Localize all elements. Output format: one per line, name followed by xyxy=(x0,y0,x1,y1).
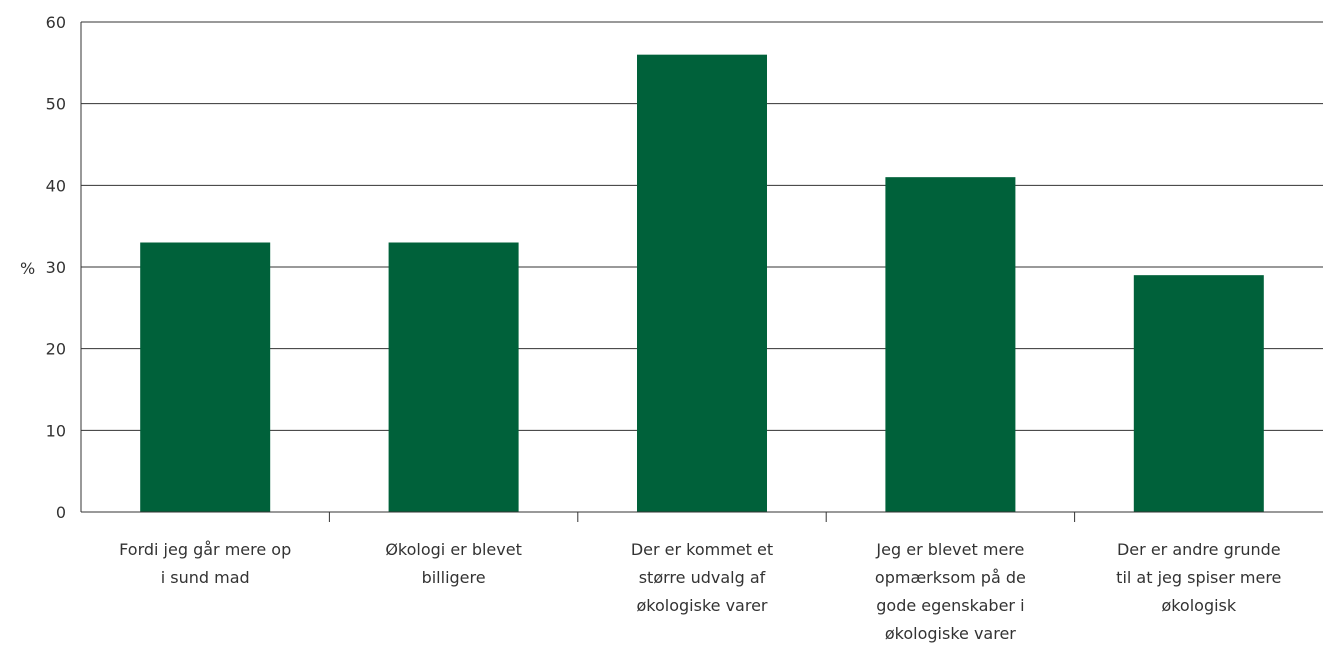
category-label: Der er andre grunde til at jeg spiser me… xyxy=(1116,540,1282,615)
y-tick-label: 40 xyxy=(46,176,66,195)
y-tick-label: 10 xyxy=(46,421,66,440)
y-tick-label: 0 xyxy=(56,503,66,522)
category-label: Økologi er blevet billigere xyxy=(385,540,522,587)
category-label: Fordi jeg går mere op i sund mad xyxy=(119,540,292,587)
bar-1 xyxy=(140,242,271,512)
category-label: Jeg er blevet mere opmærksom på de gode … xyxy=(874,540,1026,643)
y-tick-labels: 0 10 20 30 40 50 60 xyxy=(46,13,66,522)
y-tick-label: 30 xyxy=(46,258,66,277)
bar-4 xyxy=(885,177,1016,512)
y-tick-label: 20 xyxy=(46,340,66,359)
bar-2 xyxy=(388,242,519,512)
y-tick-label: 50 xyxy=(46,95,66,114)
category-label: Der er kommet et større udvalg af økolog… xyxy=(630,540,774,615)
bar-5 xyxy=(1133,275,1264,512)
y-tick-label: 60 xyxy=(46,13,66,32)
x-axis xyxy=(80,22,1323,522)
y-axis-label: % xyxy=(20,259,35,278)
bar-3 xyxy=(637,54,767,513)
bars xyxy=(140,54,1264,513)
